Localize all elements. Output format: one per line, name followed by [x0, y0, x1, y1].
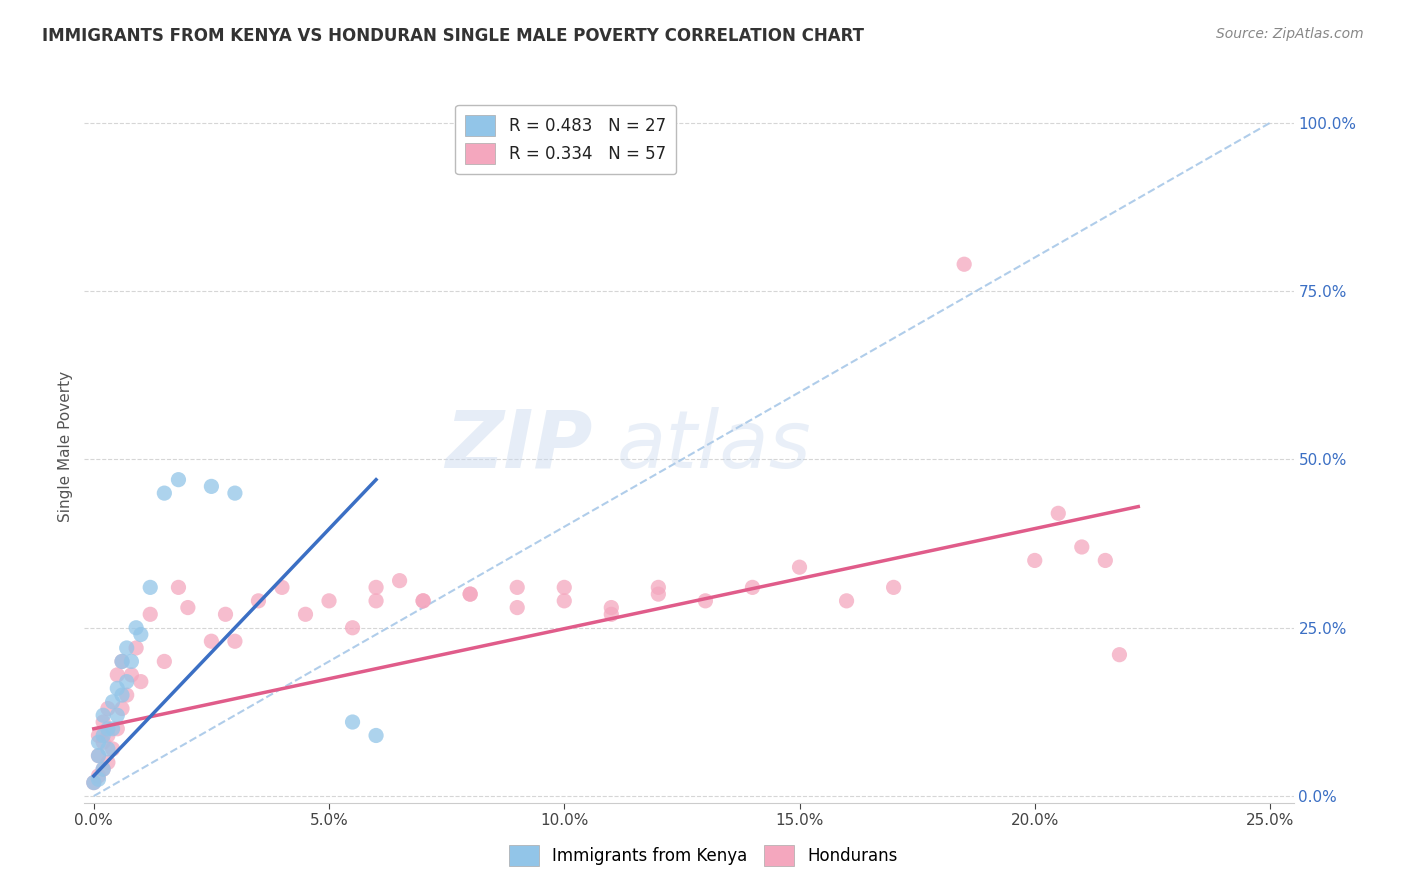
Point [1094, 553, 1116, 567]
Point [271, 580, 294, 594]
Point [364, 580, 387, 594]
Point [600, 607, 623, 622]
Point [125, 621, 148, 635]
Point [87, 748, 110, 763]
Point [412, 594, 434, 608]
Text: Source: ZipAtlas.com: Source: ZipAtlas.com [1216, 27, 1364, 41]
Point [129, 674, 152, 689]
Point [214, 607, 236, 622]
Point [97, 742, 120, 756]
Point [105, 668, 128, 682]
Point [294, 607, 316, 622]
Point [83, 775, 105, 789]
Point [91, 708, 114, 723]
Point [101, 742, 124, 756]
Point [97, 729, 120, 743]
Point [224, 634, 246, 648]
Point [224, 486, 246, 500]
Text: IMMIGRANTS FROM KENYA VS HONDURAN SINGLE MALE POVERTY CORRELATION CHART: IMMIGRANTS FROM KENYA VS HONDURAN SINGLE… [42, 27, 865, 45]
Point [105, 722, 128, 736]
Point [647, 580, 669, 594]
Point [101, 695, 124, 709]
Point [506, 600, 529, 615]
Point [177, 600, 200, 615]
Text: atlas: atlas [616, 407, 811, 485]
Point [458, 587, 481, 601]
Point [388, 574, 411, 588]
Legend: R = 0.483   N = 27, R = 0.334   N = 57: R = 0.483 N = 27, R = 0.334 N = 57 [456, 104, 676, 174]
Point [97, 756, 120, 770]
Point [111, 688, 134, 702]
Point [111, 655, 134, 669]
Point [458, 587, 481, 601]
Point [553, 580, 575, 594]
Point [101, 722, 124, 736]
Point [87, 729, 110, 743]
Text: ZIP: ZIP [444, 407, 592, 485]
Point [342, 714, 364, 729]
Point [247, 594, 270, 608]
Point [139, 580, 162, 594]
Point [1047, 506, 1070, 520]
Point [342, 621, 364, 635]
Point [1108, 648, 1130, 662]
Point [111, 701, 134, 715]
Point [91, 714, 114, 729]
Point [105, 681, 128, 696]
Point [883, 580, 905, 594]
Point [167, 473, 190, 487]
Point [115, 674, 138, 689]
Point [153, 655, 176, 669]
Point [87, 748, 110, 763]
Point [97, 722, 120, 736]
Point [647, 587, 669, 601]
Point [87, 769, 110, 783]
Point [412, 594, 434, 608]
Point [200, 479, 222, 493]
Point [153, 486, 176, 500]
Point [167, 580, 190, 594]
Point [83, 775, 105, 789]
Point [115, 688, 138, 702]
Point [953, 257, 976, 271]
Point [506, 580, 529, 594]
Point [741, 580, 763, 594]
Point [105, 708, 128, 723]
Point [553, 594, 575, 608]
Point [120, 668, 142, 682]
Point [789, 560, 811, 574]
Point [600, 600, 623, 615]
Point [120, 655, 142, 669]
Point [97, 701, 120, 715]
Point [87, 735, 110, 749]
Point [91, 735, 114, 749]
Point [91, 762, 114, 776]
Point [695, 594, 717, 608]
Point [364, 729, 387, 743]
Point [111, 655, 134, 669]
Point [200, 634, 222, 648]
Point [835, 594, 858, 608]
Point [125, 640, 148, 655]
Point [318, 594, 340, 608]
Y-axis label: Single Male Poverty: Single Male Poverty [58, 370, 73, 522]
Point [1070, 540, 1092, 554]
Point [115, 640, 138, 655]
Point [129, 627, 152, 641]
Point [87, 772, 110, 787]
Point [91, 729, 114, 743]
Point [1024, 553, 1046, 567]
Legend: Immigrants from Kenya, Hondurans: Immigrants from Kenya, Hondurans [501, 837, 905, 875]
Point [364, 594, 387, 608]
Point [139, 607, 162, 622]
Point [91, 762, 114, 776]
